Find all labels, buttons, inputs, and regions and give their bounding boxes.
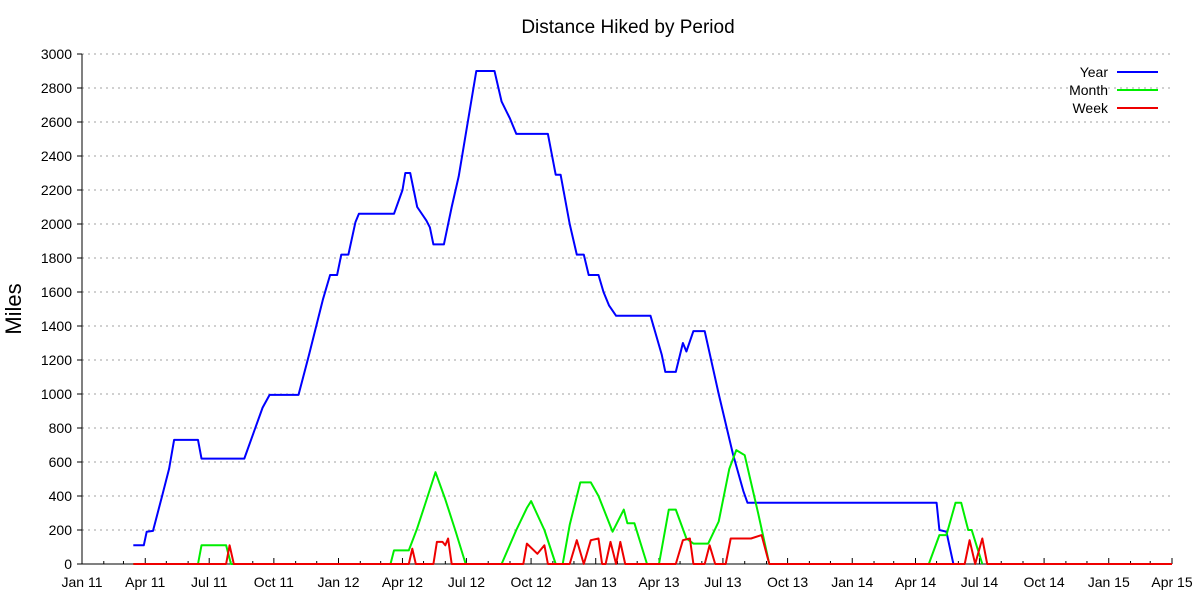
- series-line-month: [133, 449, 984, 565]
- x-tick-label: Jul 11: [191, 574, 228, 590]
- y-tick-label: 1000: [41, 386, 72, 402]
- y-tick-label: 0: [64, 556, 72, 572]
- x-tick-label: Apr 14: [895, 574, 936, 590]
- y-tick-label: 2000: [41, 216, 72, 232]
- legend: Year Month Week: [1069, 64, 1158, 116]
- x-tick-label: Jul 14: [961, 574, 999, 590]
- x-tick-label: Oct 14: [1023, 574, 1064, 590]
- x-tick-label: Apr 11: [125, 574, 165, 590]
- x-tick-label: Jan 11: [62, 574, 103, 590]
- legend-label-month: Month: [1069, 82, 1108, 98]
- x-tick-label: Jul 12: [448, 574, 486, 590]
- x-tick-label: Jan 14: [831, 574, 873, 590]
- x-tick-label: Jan 15: [1088, 574, 1130, 590]
- y-tick-label: 2200: [41, 182, 72, 198]
- x-tick-label: Oct 13: [767, 574, 808, 590]
- series-lines: [133, 70, 1172, 565]
- y-tick-label: 1800: [41, 250, 72, 266]
- series-line-week: [133, 534, 1172, 565]
- y-tick-label: 2400: [41, 148, 72, 164]
- axes: [77, 53, 1173, 565]
- y-tick-label: 1200: [41, 352, 72, 368]
- series-line-year: [133, 70, 955, 565]
- y-tick-label: 3000: [41, 46, 72, 62]
- chart-title: Distance Hiked by Period: [521, 17, 734, 38]
- x-tick-label: Apr 15: [1151, 574, 1192, 590]
- x-tick-label: Jul 13: [704, 574, 742, 590]
- x-tick-label: Apr 12: [382, 574, 423, 590]
- x-tick-label: Oct 11: [254, 574, 294, 590]
- grid-lines: [82, 53, 1172, 531]
- y-tick-label: 1600: [41, 284, 72, 300]
- legend-label-week: Week: [1072, 100, 1109, 116]
- y-tick-label: 2800: [41, 80, 72, 96]
- legend-label-year: Year: [1080, 64, 1109, 80]
- y-tick-label: 800: [49, 420, 73, 436]
- y-axis-label: Miles: [1, 283, 26, 334]
- y-tick-label: 600: [49, 454, 73, 470]
- y-tick-label: 200: [49, 522, 73, 538]
- x-tick-label: Apr 13: [638, 574, 679, 590]
- x-tick-label: Jan 12: [317, 574, 359, 590]
- y-tick-label: 2600: [41, 114, 72, 130]
- x-tick-label: Oct 12: [510, 574, 551, 590]
- x-tick-label: Jan 13: [575, 574, 617, 590]
- tick-labels: 0 200 400 600 800 1000 1200 1400 1600 1800 2000 220…: [41, 46, 1193, 590]
- y-tick-label: 1400: [41, 318, 72, 334]
- y-tick-label: 400: [49, 488, 73, 504]
